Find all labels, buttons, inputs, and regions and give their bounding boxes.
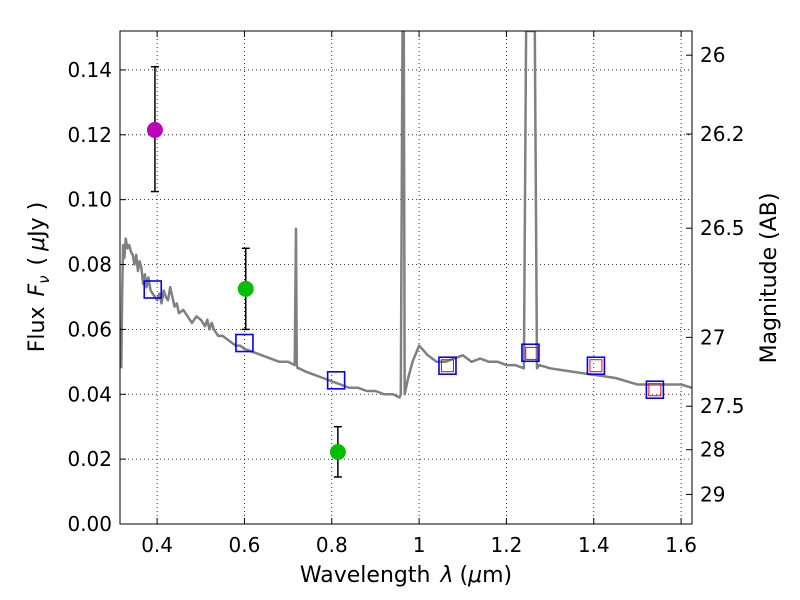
x-tick-label: 1.2 — [491, 533, 523, 557]
hst-point — [525, 346, 539, 360]
x-tick-label: 1.4 — [578, 533, 610, 557]
y2-tick-label: 27.5 — [700, 394, 745, 418]
y2-tick-label: 29 — [700, 482, 725, 506]
spectrum-line — [120, 31, 692, 399]
y-tick-label: 0.06 — [67, 317, 112, 341]
hst-point — [648, 383, 662, 397]
y2-tick-label: 26.5 — [700, 216, 745, 240]
observed-point — [146, 121, 163, 138]
marker-layer — [143, 121, 665, 460]
x-tick-label: 0.6 — [229, 533, 261, 557]
model-photometry-point — [326, 371, 346, 390]
model-photometry-point — [438, 356, 457, 376]
axes-layer: 0.4 0.6 0.8 1 1.2 1.4 1.6 0.00 0.02 0.04 0.06 0.08 0… — [67, 30, 745, 557]
observed-point — [329, 443, 346, 460]
y2-tick-label: 26.2 — [700, 122, 745, 146]
y-tick-label: 0.12 — [67, 123, 112, 147]
model-photometry-point — [586, 356, 606, 376]
y-tick-label: 0.10 — [67, 188, 112, 212]
y2-axis-title: Magnitude (AB) — [757, 193, 782, 364]
y-tick-label: 0.04 — [67, 382, 112, 406]
y2-tick-label: 27 — [700, 325, 725, 349]
y-tick-label: 0.02 — [67, 447, 112, 471]
model-photometry-point — [235, 333, 254, 353]
error-bar-layer — [150, 65, 342, 478]
y-tick-label: 0.08 — [67, 253, 112, 277]
y-tick-label: 0.00 — [67, 512, 112, 536]
x-tick-label: 1 — [413, 533, 426, 557]
x-tick-label: 0.8 — [316, 533, 348, 557]
x-tick-label: 1.6 — [665, 533, 697, 557]
y-tick-label: 0.14 — [67, 58, 112, 82]
model-photometry-point — [143, 280, 163, 299]
plot-frame — [119, 30, 693, 525]
y2-tick-label: 28 — [700, 438, 725, 462]
spectrum-layer — [120, 31, 692, 399]
x-tick-label: 0.4 — [141, 533, 173, 557]
y2-tick-label: 26 — [700, 43, 725, 67]
hst-point — [589, 359, 603, 373]
y-axis-title: FluxFν(μJy ) — [25, 202, 53, 352]
grid-layer — [120, 31, 692, 525]
model-photometry-point — [645, 380, 665, 400]
observed-point — [237, 280, 254, 297]
x-axis-title: Wavelength λ (μm) — [300, 563, 512, 588]
hst-point — [440, 359, 454, 373]
model-photometry-point — [521, 343, 540, 363]
